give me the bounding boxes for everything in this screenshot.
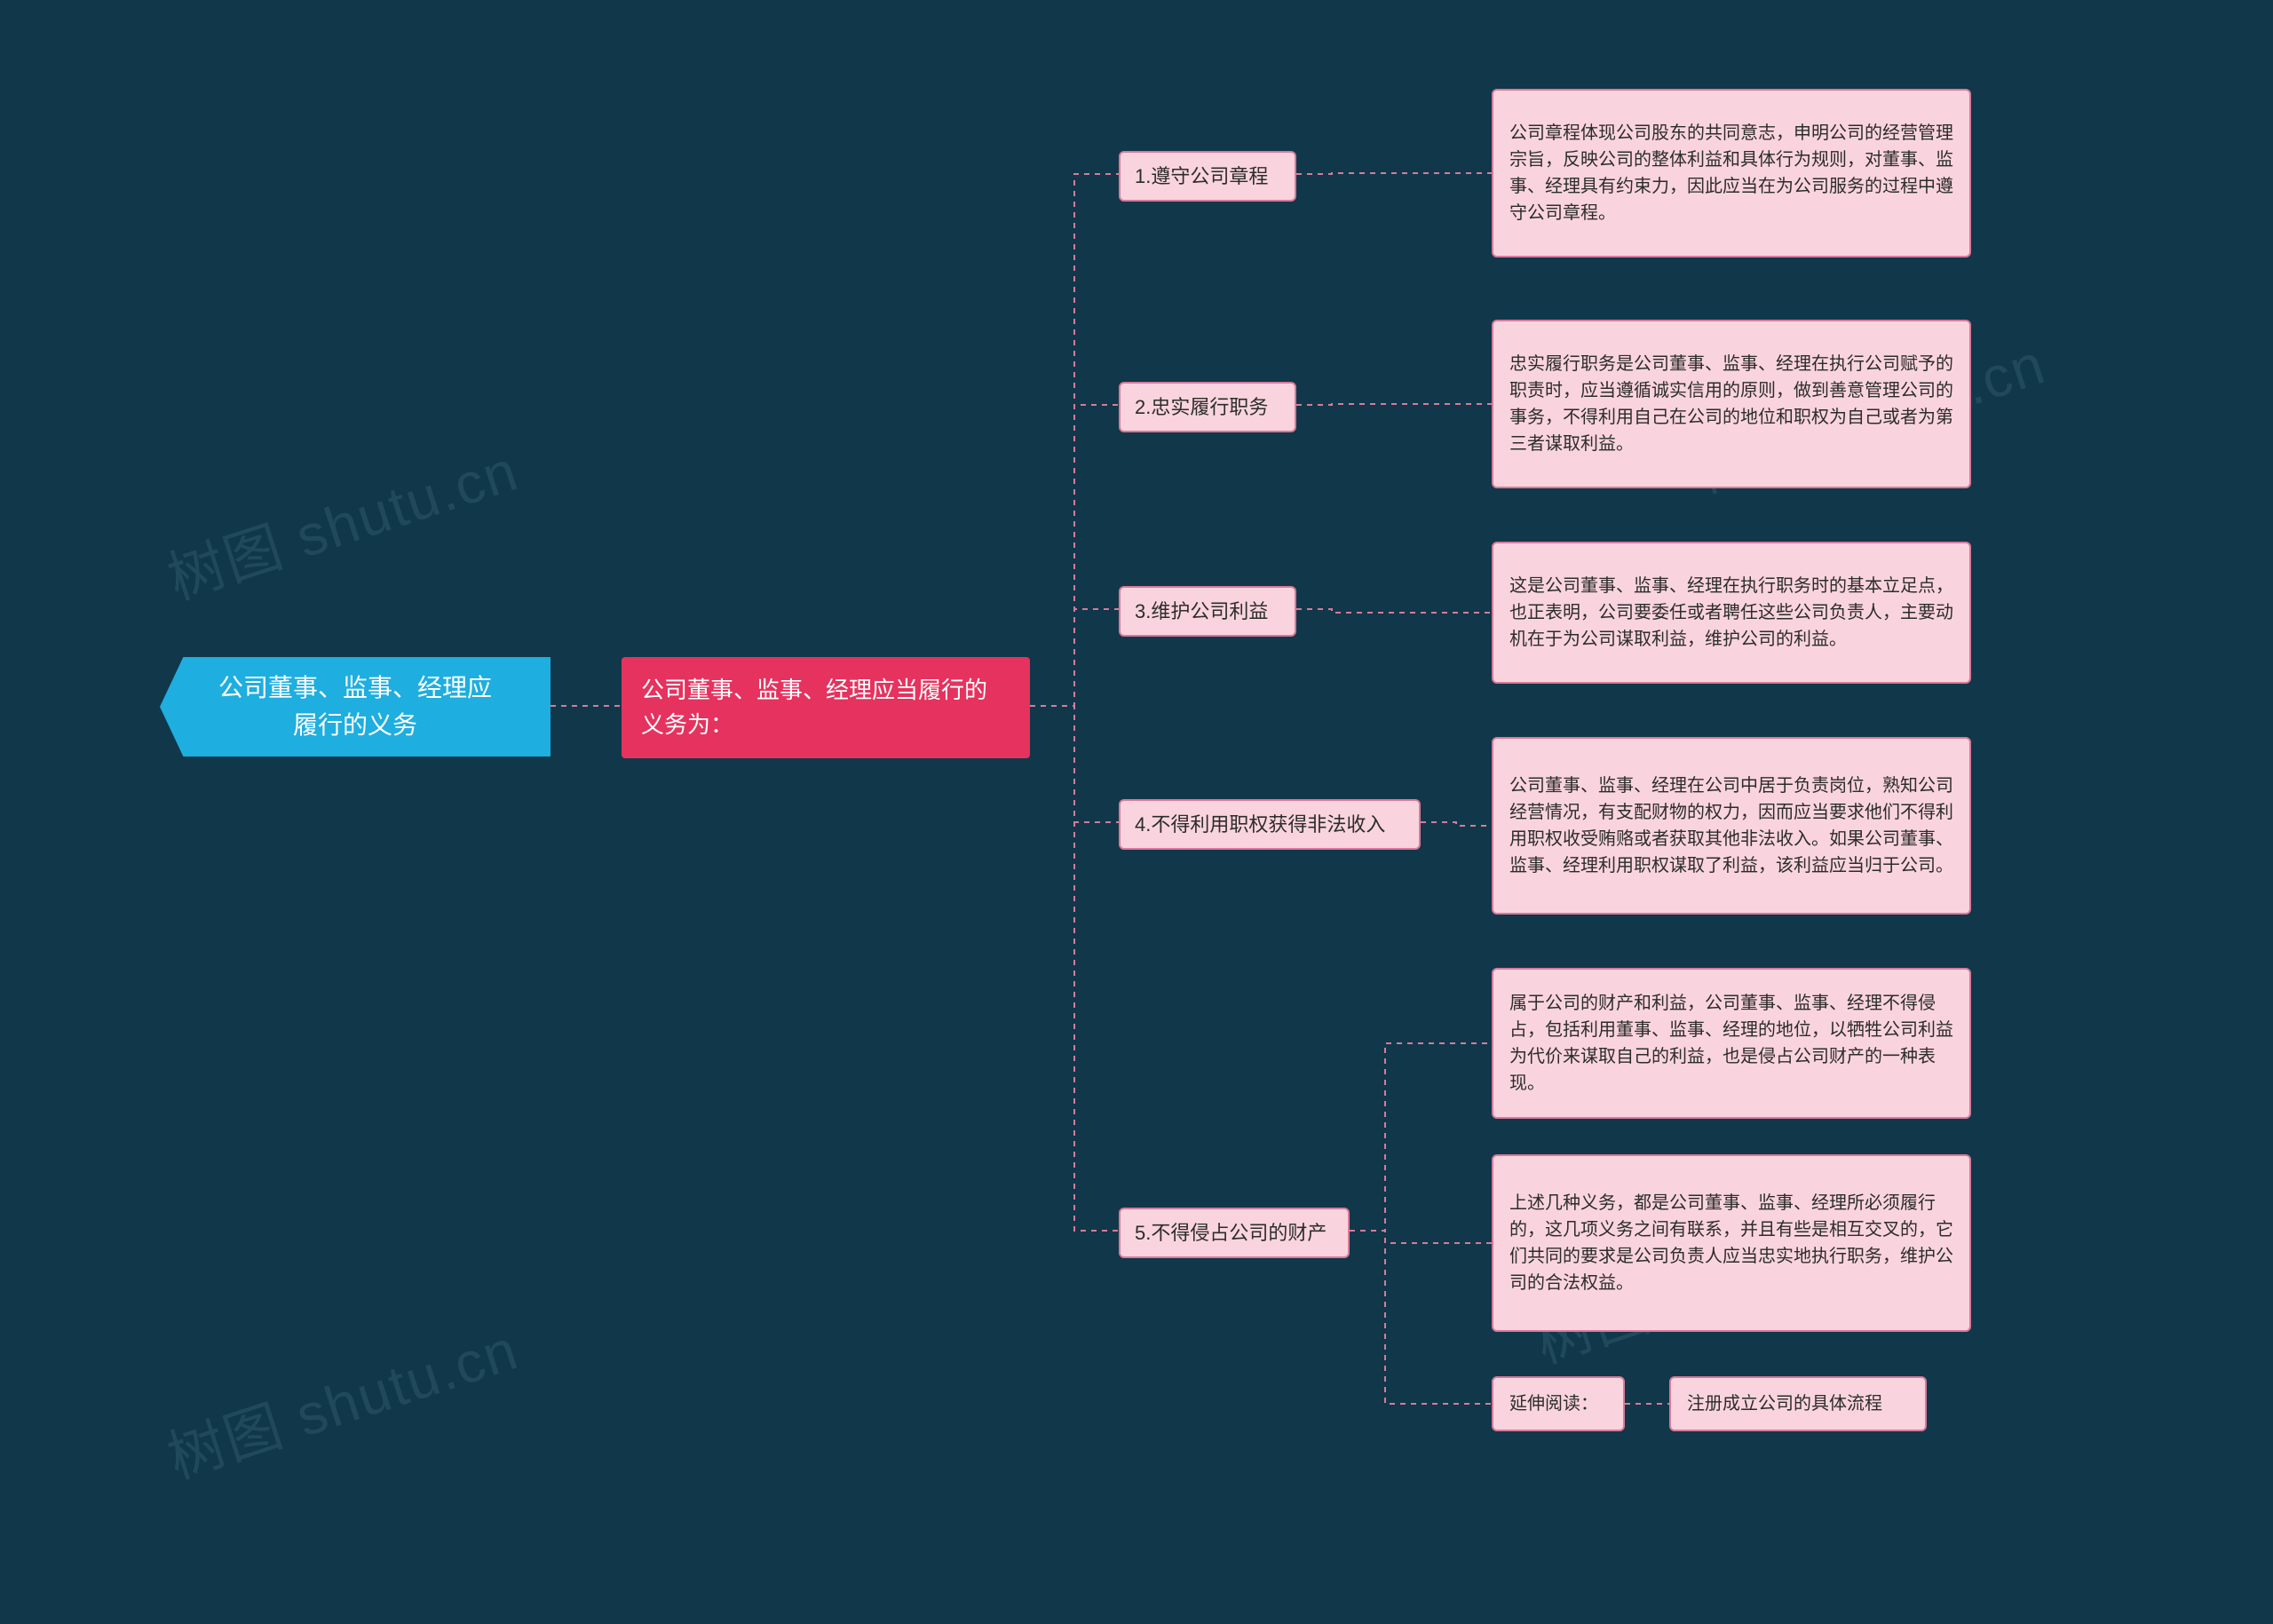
connector: [1296, 404, 1492, 405]
connector: [1030, 706, 1119, 1231]
connector: [1350, 1231, 1492, 1243]
connector: [1296, 609, 1492, 613]
level2-node: 4.不得利用职权获得非法收入: [1119, 799, 1421, 850]
level3-node: 这是公司董事、监事、经理在执行职务时的基本立足点，也正表明，公司要委任或者聘任这…: [1492, 542, 1971, 684]
level4-node: 注册成立公司的具体流程: [1669, 1376, 1927, 1431]
connector: [1350, 1043, 1492, 1231]
level3-node: 公司章程体现公司股东的共同意志，申明公司的经营管理宗旨，反映公司的整体利益和具体…: [1492, 89, 1971, 257]
level3-node: 属于公司的财产和利益，公司董事、监事、经理不得侵占，包括利用董事、监事、经理的地…: [1492, 968, 1971, 1119]
connector: [1296, 173, 1492, 174]
level2-node: 1.遵守公司章程: [1119, 151, 1296, 202]
level3-node: 延伸阅读：: [1492, 1376, 1625, 1431]
level3-node: 上述几种义务，都是公司董事、监事、经理所必须履行的，这几项义务之间有联系，并且有…: [1492, 1154, 1971, 1332]
connector: [1350, 1231, 1492, 1404]
level2-node: 2.忠实履行职务: [1119, 382, 1296, 432]
level3-node: 公司董事、监事、经理在公司中居于负责岗位，熟知公司经营情况，有支配财物的权力，因…: [1492, 737, 1971, 915]
connector: [1030, 609, 1119, 706]
level2-node: 5.不得侵占公司的财产: [1119, 1208, 1350, 1258]
level3-node: 忠实履行职务是公司董事、监事、经理在执行公司赋予的职责时，应当遵循诚实信用的原则…: [1492, 320, 1971, 488]
level2-node: 3.维护公司利益: [1119, 586, 1296, 637]
level1-node: 公司董事、监事、经理应当履行的 义务为：: [622, 657, 1030, 758]
root-node: 公司董事、监事、经理应 履行的义务: [160, 657, 550, 757]
connector: [1421, 822, 1492, 826]
